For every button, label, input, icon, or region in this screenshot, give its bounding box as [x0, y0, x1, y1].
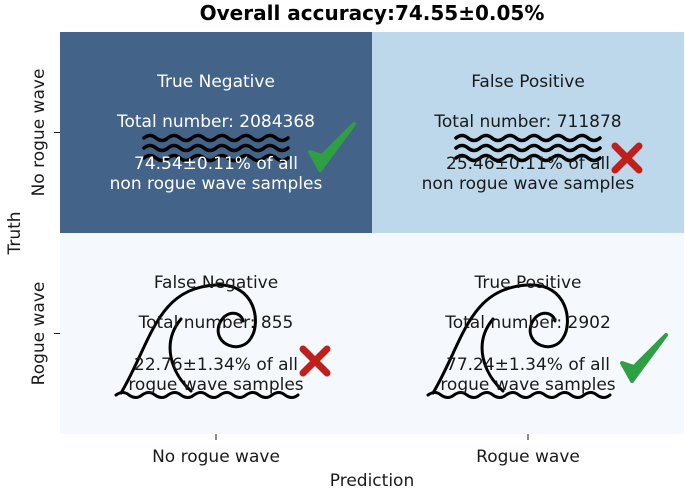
rogue-wave-icon	[114, 283, 300, 399]
y-tick-label: No rogue wave	[29, 69, 49, 197]
cell-background	[60, 233, 372, 434]
cell-percent-sub: non rogue wave samples	[110, 174, 323, 194]
cell-total: Total number: 2084368	[116, 112, 315, 132]
cell-label: True Positive	[473, 273, 581, 293]
cell-percent: 77.24±1.34% of all	[446, 355, 610, 375]
cross-icon	[611, 142, 643, 174]
cell-percent-sub: non rogue wave samples	[422, 174, 635, 194]
heatmap-cells: True Negative Total number: 2084368 74.54±…	[60, 32, 684, 434]
cell-percent: 74.54±0.11% of all	[134, 154, 298, 174]
cell-percent-sub: rogue wave samples	[440, 375, 615, 395]
rogue-wave-icon	[426, 283, 612, 399]
heatmap-cell: True Negative Total number: 2084368 74.54±…	[60, 32, 372, 233]
check-icon	[308, 122, 356, 172]
cell-percent: 22.76±1.34% of all	[134, 355, 298, 375]
y-axis-label: Truth	[5, 211, 25, 255]
cell-percent: 25.46±0.11% of all	[446, 154, 610, 174]
x-tick-label: Rogue wave	[476, 447, 580, 467]
cell-background	[372, 32, 684, 233]
cell-total: Total number: 2902	[444, 313, 611, 333]
cell-label: True Negative	[156, 72, 275, 92]
heatmap-cell: False Negative Total number: 855 22.76±1.3…	[60, 233, 372, 434]
chart-title: Overall accuracy:74.55±0.05%	[200, 1, 545, 25]
cell-total: Total number: 711878	[433, 112, 621, 132]
axes: No rogue wave Rogue wave No rogue wave Rogu…	[29, 69, 580, 467]
x-axis-label: Prediction	[330, 471, 414, 491]
x-tick-label: No rogue wave	[152, 447, 280, 467]
heatmap-cell: True Positive Total number: 2902 77.24±1.3…	[372, 233, 684, 434]
cell-total: Total number: 855	[138, 313, 294, 333]
cell-background	[60, 32, 372, 233]
wavy-lines-icon	[454, 133, 602, 163]
wavy-lines-icon	[142, 133, 290, 163]
cell-label: False Negative	[154, 273, 278, 293]
cell-background	[372, 233, 684, 434]
y-tick-label: Rogue wave	[29, 282, 49, 386]
heatmap-cell: False Positive Total number: 711878 25.46±…	[372, 32, 684, 233]
cell-label: False Positive	[471, 72, 585, 92]
check-icon	[620, 333, 668, 383]
cell-percent-sub: rogue wave samples	[128, 375, 303, 395]
cross-icon	[299, 345, 331, 377]
